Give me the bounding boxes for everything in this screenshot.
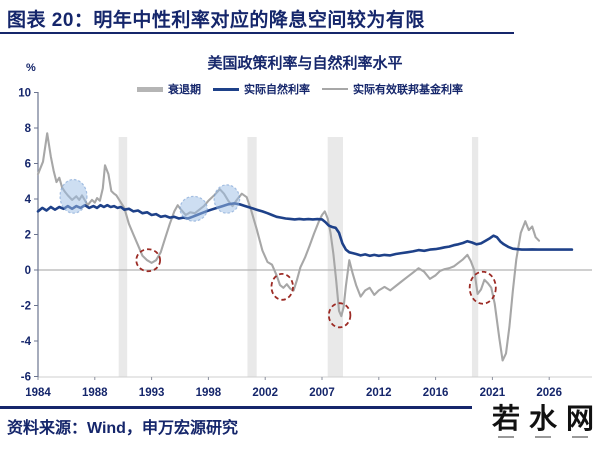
legend-label: 实际有效联邦基金利率 <box>353 84 463 96</box>
y-tick-label: 10 <box>18 88 31 100</box>
y-tick-label: -4 <box>21 336 32 348</box>
x-tick-label: 2007 <box>309 387 335 399</box>
legend-item-recession: 衰退期 <box>137 81 201 97</box>
chart-legend: 衰退期 实际自然利率 实际有效联邦基金利率 <box>38 81 562 97</box>
watermark-char: 水 <box>529 404 557 438</box>
legend-item-fed-funds: 实际有效联邦基金利率 <box>322 81 463 97</box>
rate-trough-circle <box>270 273 294 301</box>
watermark: 若 水 网 <box>492 404 594 438</box>
watermark-caption-mark <box>497 436 514 438</box>
y-tick-label: -2 <box>21 301 31 313</box>
x-tick-label: 1998 <box>196 387 222 399</box>
chart-title: 美国政策利率与自然利率水平 <box>207 55 403 72</box>
x-tick-label: 2016 <box>423 387 449 399</box>
y-axis-unit-label: % <box>26 62 36 74</box>
watermark-caption-mark <box>571 436 588 438</box>
highlight-ellipse <box>59 178 88 214</box>
fed-funds-line <box>36 132 541 362</box>
y-tick-label: -6 <box>21 372 31 384</box>
recession-band <box>327 137 344 377</box>
footer-divider <box>0 406 472 409</box>
watermark-char: 网 <box>566 404 594 438</box>
fed-funds-line-swatch <box>322 88 348 90</box>
title-underline <box>0 32 514 34</box>
x-tick-label: 1993 <box>139 387 165 399</box>
watermark-char: 若 <box>492 404 520 438</box>
natural-rate-line-swatch <box>213 87 239 91</box>
source-note: 资料来源：Wind，申万宏源研究 <box>7 420 238 437</box>
recession-band-swatch <box>137 86 163 92</box>
rate-trough-circle <box>135 248 162 273</box>
y-tick-label: 8 <box>25 123 32 135</box>
natural-rate-line <box>36 202 574 258</box>
highlight-ellipse <box>213 184 241 214</box>
x-tick-label: 1988 <box>82 387 108 399</box>
x-tick-label: 2021 <box>480 387 506 399</box>
figure-title: 图表 20：明年中性利率对应的降息空间较为有限 <box>7 10 425 31</box>
x-tick-label: 2002 <box>252 387 278 399</box>
y-tick-label: 0 <box>25 265 31 277</box>
recession-band <box>247 137 257 377</box>
y-tick-label: 2 <box>25 230 31 242</box>
x-tick-label: 1984 <box>25 387 51 399</box>
rate-trough-circle <box>468 270 497 305</box>
recession-band <box>118 137 128 377</box>
watermark-caption-mark <box>534 436 551 438</box>
x-tick-label: 2026 <box>536 387 562 399</box>
legend-item-natural-rate: 实际自然利率 <box>213 81 310 97</box>
y-tick-label: 4 <box>25 194 32 206</box>
recession-band <box>471 137 479 377</box>
rate-trough-circle <box>327 302 352 329</box>
y-tick-label: 6 <box>25 159 31 171</box>
legend-label: 衰退期 <box>168 84 201 96</box>
x-tick-label: 2012 <box>366 387 392 399</box>
legend-label: 实际自然利率 <box>244 84 310 96</box>
highlight-ellipse <box>179 195 208 222</box>
rates-line-chart: 1984 1988 1993 1998 2002 2007 2012 2016 2021 2026… <box>18 88 592 399</box>
